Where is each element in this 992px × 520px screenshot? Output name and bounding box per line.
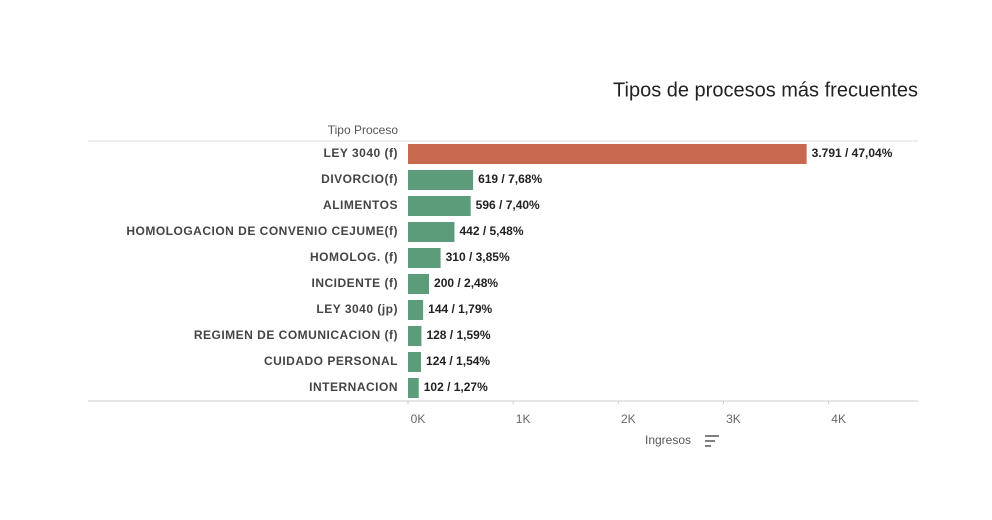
value-label: 596 / 7,40%	[476, 198, 540, 212]
y-tick-label: HOMOLOG. (f)	[310, 250, 398, 264]
bar	[408, 170, 474, 190]
x-tick-label: 0K	[411, 412, 426, 426]
value-label: 128 / 1,59%	[426, 328, 490, 342]
value-label: 200 / 2,48%	[434, 276, 498, 290]
value-label: 102 / 1,27%	[424, 380, 488, 394]
y-tick-label: CUIDADO PERSONAL	[264, 354, 398, 368]
value-label: 124 / 1,54%	[426, 354, 490, 368]
bar	[408, 378, 419, 398]
bar	[408, 196, 471, 216]
chart-title: Tipos de procesos más frecuentes	[613, 79, 918, 101]
y-tick-label: DIVORCIO(f)	[321, 172, 398, 186]
x-tick-label: 2K	[621, 412, 636, 426]
x-axis-title: Ingresos	[645, 433, 691, 447]
x-tick-label: 4K	[831, 412, 846, 426]
y-tick-label: HOMOLOGACION DE CONVENIO CEJUME(f)	[126, 224, 398, 238]
bar	[408, 248, 441, 268]
value-label: 442 / 5,48%	[459, 224, 523, 238]
bar	[408, 352, 422, 372]
bar	[408, 144, 807, 164]
y-axis-title: Tipo Proceso	[328, 123, 399, 137]
y-tick-label: LEY 3040 (f)	[324, 146, 398, 160]
x-tick-label: 3K	[726, 412, 741, 426]
y-tick-label: INTERNACION	[309, 380, 398, 394]
value-label: 3.791 / 47,04%	[812, 146, 893, 160]
bar	[408, 274, 430, 294]
bar	[408, 300, 424, 320]
bar	[408, 222, 455, 242]
y-tick-label: REGIMEN DE COMUNICACION (f)	[194, 328, 398, 342]
y-tick-label: LEY 3040 (jp)	[316, 302, 398, 316]
sort-icon[interactable]	[705, 435, 719, 447]
x-tick-label: 1K	[516, 412, 531, 426]
value-label: 619 / 7,68%	[478, 172, 542, 186]
value-label: 144 / 1,79%	[428, 302, 492, 316]
bar	[408, 326, 422, 346]
y-tick-label: INCIDENTE (f)	[312, 276, 399, 290]
y-tick-label: ALIMENTOS	[323, 198, 398, 212]
value-label: 310 / 3,85%	[446, 250, 510, 264]
